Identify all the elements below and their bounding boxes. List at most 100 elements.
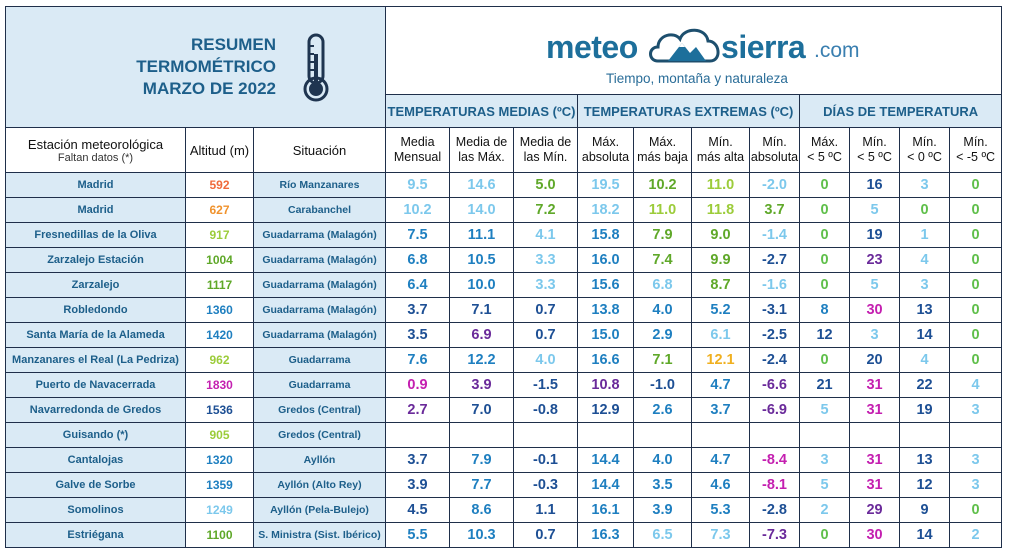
station-name: Manzanares el Real (La Pedriza) [5, 347, 186, 373]
situation-value: Guadarrama [252, 372, 387, 398]
altitude-value: 1360 [185, 297, 254, 323]
altitude-value: 627 [185, 197, 254, 223]
value-cell: 4.0 [633, 297, 693, 323]
altitude-value: 1117 [185, 272, 254, 298]
station-name: Navarredonda de Gredos [5, 397, 186, 423]
station-name: Zarzalejo [5, 272, 186, 298]
value-cell: 3.9 [449, 372, 515, 398]
value-cell: -1.5 [513, 372, 579, 398]
value-cell: 6.8 [633, 272, 693, 298]
value-cell: 9 [899, 497, 951, 523]
col-header-max-abs: Máx. absoluta [577, 127, 635, 173]
value-cell: -1.6 [749, 272, 801, 298]
situation-value: Guadarrama (Malagón) [252, 297, 387, 323]
value-cell: 11.8 [691, 197, 751, 223]
brand-logo: meteo sierra .com Tiempo, montaña y natu… [546, 25, 866, 87]
situation-value: Guadarrama (Malagón) [252, 247, 387, 273]
altitude-value: 1536 [185, 397, 254, 423]
col-header-media-max: Media de las Máx. [449, 127, 515, 173]
table-row: Zarzalejo 1117 Guadarrama (Malagón) 6.4 10.0… [5, 272, 1003, 298]
value-cell: 16.0 [577, 247, 635, 273]
value-cell: 5 [849, 197, 901, 223]
value-cell: 0 [949, 247, 1003, 273]
altitude-value: 1249 [185, 497, 254, 523]
col-header-altitude: Altitud (m) [185, 127, 254, 173]
value-cell: 3.5 [633, 472, 693, 498]
value-cell [513, 422, 579, 448]
altitude-value: 905 [185, 422, 254, 448]
value-cell: 8.6 [449, 497, 515, 523]
value-cell: 31 [849, 397, 901, 423]
value-cell: -0.3 [513, 472, 579, 498]
situation-value: S. Ministra (Sist. Ibérico) [252, 522, 387, 548]
brand-com: .com [814, 39, 860, 62]
value-cell: 16 [849, 172, 901, 198]
value-cell: 9.9 [691, 247, 751, 273]
station-name: Robledondo [5, 297, 186, 323]
value-cell: 31 [849, 472, 901, 498]
group-header-dias: DÍAS DE TEMPERATURA [799, 94, 1003, 128]
title-panel: RESUMEN TERMOMÉTRICO MARZO DE 2022 [4, 6, 387, 128]
group-header-extremas: TEMPERATURAS EXTREMAS (ºC) [577, 94, 801, 128]
value-cell: 7.6 [385, 347, 451, 373]
situation-value: Guadarrama [252, 347, 387, 373]
value-cell: 12.9 [577, 397, 635, 423]
value-cell: -2.0 [749, 172, 801, 198]
station-name: Santa María de la Alameda [5, 322, 186, 348]
value-cell: 0.9 [385, 372, 451, 398]
station-name: Cantalojas [5, 447, 186, 473]
value-cell: 14 [899, 322, 951, 348]
value-cell: 7.1 [633, 347, 693, 373]
col-header-situation: Situación [252, 127, 387, 173]
value-cell: 2.7 [385, 397, 451, 423]
value-cell: 6.1 [691, 322, 751, 348]
value-cell: 0 [899, 197, 951, 223]
value-cell: 19 [899, 397, 951, 423]
value-cell: 3.9 [633, 497, 693, 523]
value-cell: 3 [799, 447, 851, 473]
value-cell [799, 422, 851, 448]
value-cell: 18.2 [577, 197, 635, 223]
value-cell: 7.3 [691, 522, 751, 548]
value-cell: 16.3 [577, 522, 635, 548]
value-cell: 14.4 [577, 472, 635, 498]
col-header-media-min: Media de las Mín. [513, 127, 579, 173]
value-cell: 0 [949, 172, 1003, 198]
value-cell: 7.5 [385, 222, 451, 248]
value-cell: 31 [849, 372, 901, 398]
value-cell: 12 [799, 322, 851, 348]
table-row: Santa María de la Alameda 1420 Guadarrama … [5, 322, 1003, 348]
altitude-value: 962 [185, 347, 254, 373]
value-cell [577, 422, 635, 448]
value-cell: 10.3 [449, 522, 515, 548]
station-name: Puerto de Navacerrada [5, 372, 186, 398]
value-cell: 3.7 [749, 197, 801, 223]
station-name: Guisando (*) [5, 422, 186, 448]
value-cell [385, 422, 451, 448]
value-cell: 11.0 [691, 172, 751, 198]
value-cell: 0 [799, 522, 851, 548]
value-cell: 5.5 [385, 522, 451, 548]
value-cell: 0 [799, 197, 851, 223]
col-header-max-baja: Máx. más baja [633, 127, 693, 173]
value-cell: 3.3 [513, 272, 579, 298]
value-cell: 0 [949, 322, 1003, 348]
value-cell: -2.8 [749, 497, 801, 523]
value-cell: 7.9 [633, 222, 693, 248]
value-cell: -2.7 [749, 247, 801, 273]
value-cell: 2 [799, 497, 851, 523]
col-header-media-mensual: Media Mensual [385, 127, 451, 173]
value-cell: 30 [849, 522, 901, 548]
value-cell: 7.0 [449, 397, 515, 423]
value-cell: 3.5 [385, 322, 451, 348]
altitude-value: 1830 [185, 372, 254, 398]
value-cell: 3.7 [691, 397, 751, 423]
col-header-station: Estación meteorológica Faltan datos (*) [5, 127, 186, 173]
value-cell: 6.5 [633, 522, 693, 548]
value-cell: 10.0 [449, 272, 515, 298]
value-cell: 15.6 [577, 272, 635, 298]
value-cell: 7.9 [449, 447, 515, 473]
station-name: Madrid [5, 172, 186, 198]
col-header-days-min-lt0: Mín. < 0 ºC [899, 127, 951, 173]
value-cell: -2.5 [749, 322, 801, 348]
